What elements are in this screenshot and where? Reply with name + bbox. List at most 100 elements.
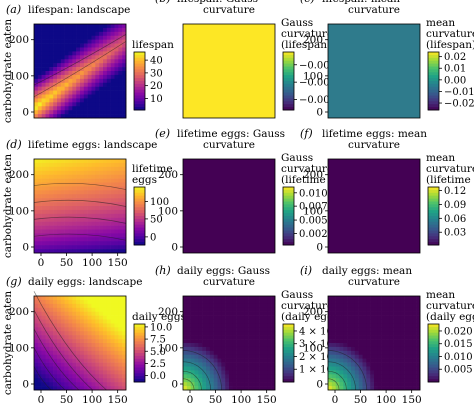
heatmap-cell	[110, 366, 115, 371]
heatmap-cell	[236, 358, 241, 363]
heatmap-cell	[68, 311, 73, 316]
heatmap-cell	[259, 323, 264, 328]
heatmap-cell	[339, 339, 344, 344]
heatmap-cell	[83, 237, 88, 242]
heatmap-cell	[53, 86, 58, 91]
heatmap-cell	[183, 370, 188, 375]
heatmap-cell	[99, 249, 104, 254]
heatmap-cell	[57, 114, 62, 119]
heatmap-cell	[236, 370, 241, 375]
heatmap-cell	[37, 110, 42, 115]
heatmap-cell	[229, 374, 234, 379]
heatmap-cell	[412, 382, 417, 387]
heatmap-cell	[53, 370, 58, 375]
heatmap-cell	[76, 229, 81, 234]
heatmap-cell	[404, 335, 409, 340]
heatmap-cell	[217, 382, 222, 387]
colorbar-swatch	[134, 101, 145, 105]
heatmap-cell	[87, 319, 92, 324]
heatmap-cell	[110, 82, 115, 87]
colorbar-swatch	[428, 101, 439, 105]
heatmap-cell	[91, 331, 96, 336]
heatmap-cell	[110, 59, 115, 64]
heatmap-cell	[103, 39, 108, 44]
heatmap-cell	[358, 370, 363, 375]
heatmap-cell	[110, 362, 115, 367]
heatmap-cell	[252, 358, 257, 363]
heatmap-cell	[209, 299, 214, 305]
heatmap	[34, 159, 127, 254]
heatmap-cell	[400, 374, 405, 379]
heatmap-cell	[99, 241, 104, 246]
heatmap-cell	[68, 110, 73, 115]
heatmap-cell	[49, 331, 54, 336]
heatmap-cell	[259, 339, 264, 344]
heatmap-cell	[95, 86, 100, 91]
heatmap-cell	[271, 358, 276, 363]
heatmap-cell	[91, 386, 96, 391]
colorbar-swatch	[134, 233, 145, 237]
heatmap-cell	[34, 382, 39, 387]
heatmap-cell	[106, 225, 111, 230]
heatmap-cell	[60, 159, 65, 164]
heatmap-cell	[114, 198, 119, 203]
heatmap-cell	[49, 221, 54, 226]
heatmap-cell	[248, 339, 253, 344]
heatmap-cell	[45, 174, 50, 179]
heatmap-cell	[248, 315, 253, 320]
colorbar-frame	[427, 51, 440, 111]
heatmap-cell	[362, 339, 367, 344]
heatmap-cell	[389, 370, 394, 375]
heatmap-cell	[412, 327, 417, 332]
heatmap-cell	[114, 106, 119, 111]
heatmap-cell	[37, 27, 42, 33]
heatmap-cell	[76, 206, 81, 211]
heatmap-cell	[87, 213, 92, 219]
heatmap-cell	[53, 386, 58, 391]
heatmap-cell	[83, 350, 88, 356]
heatmap-cell	[57, 86, 62, 91]
heatmap-cell	[34, 315, 39, 320]
heatmap-cell	[37, 249, 42, 254]
heatmap-cell	[213, 319, 218, 324]
heatmap-cell	[72, 386, 77, 391]
heatmap-cell	[186, 343, 191, 348]
heatmap-cell	[64, 229, 69, 234]
heatmap-cell	[229, 370, 234, 375]
heatmap-cell	[377, 370, 382, 375]
heatmap-cell	[114, 213, 119, 219]
heatmap-cell	[49, 366, 54, 371]
heatmap-cell	[68, 39, 73, 44]
colorbar-swatch	[428, 107, 439, 111]
heatmap-cell	[83, 327, 88, 332]
heatmap-cell	[385, 386, 390, 391]
heatmap-cell	[80, 166, 85, 172]
heatmap-cell	[83, 225, 88, 230]
heatmap-cell	[244, 339, 249, 344]
heatmap-cell	[118, 106, 123, 111]
heatmap-cell	[99, 31, 104, 37]
heatmap-cell	[248, 331, 253, 336]
heatmap-cell	[76, 194, 81, 199]
heatmap-cell	[122, 94, 127, 99]
heatmap-cell	[122, 90, 127, 95]
heatmap-cell	[412, 378, 417, 383]
heatmap-cell	[225, 354, 230, 359]
heatmap-cell	[393, 315, 398, 320]
heatmap-cell	[114, 39, 119, 44]
heatmap-cell	[41, 106, 46, 111]
colorbar-swatch	[283, 239, 294, 243]
heatmap-cell	[259, 296, 264, 301]
heatmap-cell	[76, 82, 81, 87]
heatmap-cell	[209, 319, 214, 324]
heatmap-cell	[41, 296, 46, 301]
heatmap-cell	[68, 63, 73, 68]
heatmap-cell	[91, 346, 96, 352]
heatmap-cell	[53, 202, 58, 207]
heatmap-cell	[114, 78, 119, 84]
heatmap-cell	[83, 319, 88, 324]
heatmap-cell	[122, 299, 127, 305]
heatmap-cell	[366, 343, 371, 348]
heatmap-cell	[183, 366, 188, 371]
heatmap-cell	[60, 225, 65, 230]
